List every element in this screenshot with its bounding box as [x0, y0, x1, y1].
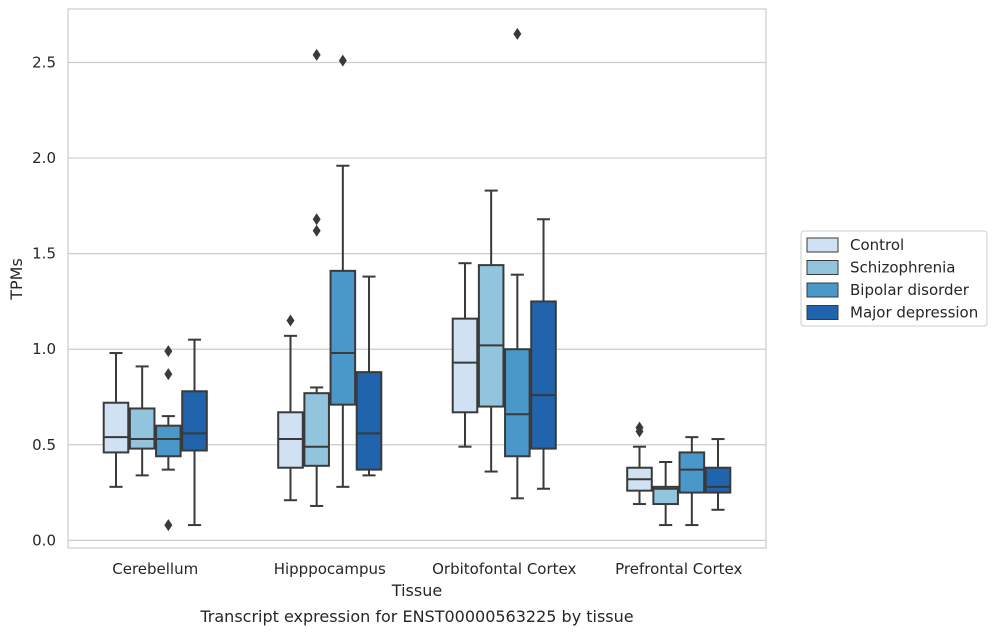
- box: [704, 466, 732, 494]
- box-group: [181, 338, 208, 527]
- outlier-point: [513, 27, 522, 40]
- box: [530, 300, 557, 450]
- x-tick-labels: Cerebellum Hipppocampus Orbitofontal Corte…: [112, 560, 742, 578]
- legend-swatch: [806, 305, 839, 320]
- box-group: [704, 438, 732, 511]
- box-group: [277, 314, 304, 502]
- y-tick-label: 1.5: [32, 245, 56, 263]
- box-marks: [102, 27, 732, 532]
- outlier-point: [312, 224, 321, 237]
- outlier-point: [338, 54, 347, 67]
- x-tick-label: Hipppocampus: [274, 560, 386, 578]
- y-tick-label: 0.0: [32, 531, 56, 549]
- box-group: [652, 460, 679, 527]
- outlier-point: [312, 213, 321, 226]
- y-tick-label: 1.0: [32, 340, 56, 358]
- outlier-point: [164, 519, 173, 532]
- outlier-point: [164, 345, 173, 358]
- box: [128, 407, 156, 450]
- outlier-point: [286, 314, 295, 327]
- legend-label: Bipolar disorder: [850, 281, 970, 299]
- outlier-point: [164, 368, 173, 381]
- legend-label: Schizophrenia: [850, 259, 955, 277]
- plot-frame: [67, 8, 767, 549]
- legend-label: Control: [850, 236, 904, 254]
- x-tick-label: Orbitofontal Cortex: [432, 560, 576, 578]
- legend-frame: [800, 230, 988, 327]
- chart-caption: Transcript expression for ENST0000056322…: [199, 607, 633, 626]
- x-tick-label: Cerebellum: [112, 560, 198, 578]
- box: [181, 390, 208, 452]
- box-group: [451, 262, 479, 448]
- legend-swatch: [806, 282, 839, 298]
- legend: Control Schizophrenia Bipolar disorder Majo…: [800, 230, 988, 327]
- y-axis-title: TPMs: [7, 258, 26, 301]
- box: [504, 348, 531, 458]
- box-group: [355, 275, 383, 477]
- box: [652, 485, 679, 506]
- y-tick-label: 2.0: [32, 149, 56, 167]
- y-tick-label: 2.5: [32, 54, 56, 72]
- x-tick-label: Prefrontal Cortex: [615, 560, 742, 578]
- y-tick-label: 0.5: [32, 436, 56, 454]
- outlier-point: [635, 421, 644, 434]
- x-axis-title: Tissue: [391, 581, 442, 600]
- box: [477, 264, 505, 408]
- box-group: [678, 436, 706, 527]
- box: [102, 401, 130, 454]
- box-group: [303, 48, 330, 507]
- box-group: [530, 218, 557, 490]
- y-tick-labels: 0.0 0.5 1.0 1.5 2.0 2.5: [32, 54, 56, 550]
- box-group: [626, 421, 653, 506]
- box: [678, 451, 706, 494]
- legend-label: Major depression: [850, 304, 978, 322]
- box: [355, 371, 383, 471]
- box-group: [329, 54, 357, 488]
- box: [451, 317, 479, 414]
- box: [329, 269, 357, 406]
- box: [303, 392, 330, 467]
- legend-swatch: [806, 260, 839, 275]
- outlier-point: [312, 48, 321, 61]
- box-group: [102, 352, 130, 488]
- legend-swatch: [806, 237, 839, 253]
- box-group: [128, 365, 156, 477]
- box-group: [477, 189, 505, 473]
- box-group: [504, 27, 531, 500]
- box: [155, 424, 182, 458]
- box-group: [155, 345, 182, 532]
